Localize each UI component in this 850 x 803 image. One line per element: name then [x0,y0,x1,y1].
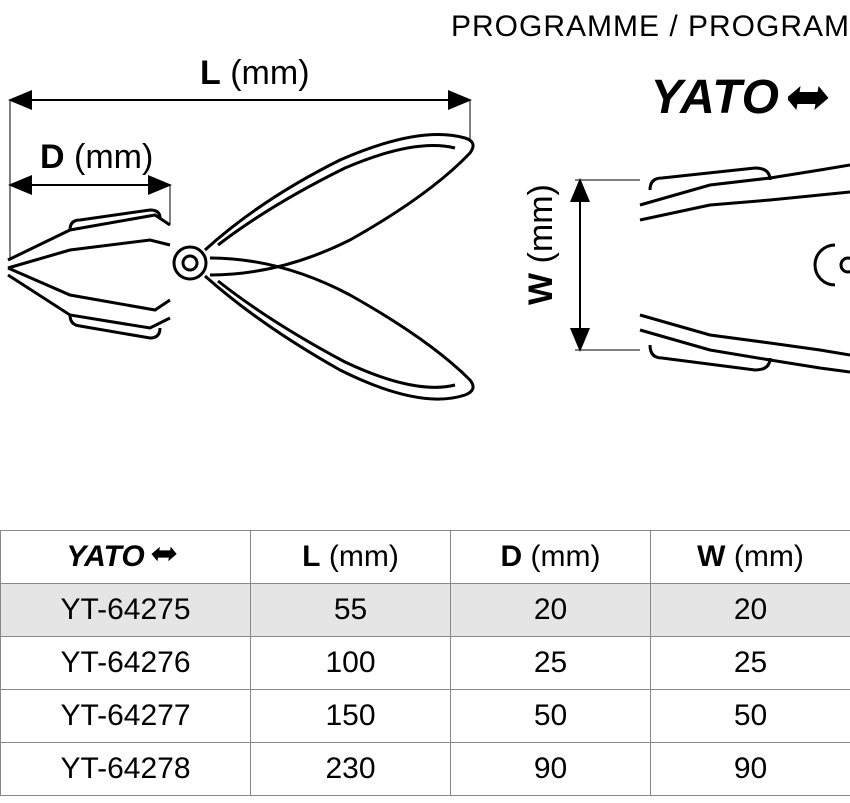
dim-label-D: D (mm) [40,138,153,177]
cell-W: 50 [651,690,850,743]
header-D: D (mm) [451,531,651,584]
cell-L: 55 [251,584,451,637]
cell-L: 100 [251,637,451,690]
cell-D: 50 [451,690,651,743]
cell-W: 25 [651,637,850,690]
spec-table: YATO L (mm) D (mm) W (mm) YT-64275 55 [0,530,850,796]
brand-name-cell: YATO [66,540,144,574]
cell-D: 90 [451,743,651,796]
header-W: W (mm) [651,531,850,584]
table-row: YT-64277 150 50 50 [1,690,850,743]
header-brand: YATO [1,531,251,584]
cell-model: YT-64277 [1,690,251,743]
cell-D: 20 [451,584,651,637]
cell-model: YT-64276 [1,637,251,690]
table-row: YT-64276 100 25 25 [1,637,850,690]
table-row: YT-64278 230 90 90 [1,743,850,796]
header-L: L (mm) [251,531,451,584]
table-header-row: YATO L (mm) D (mm) W (mm) [1,531,850,584]
cell-model: YT-64278 [1,743,251,796]
table-row: YT-64275 55 20 20 [1,584,850,637]
header-title: PROGRAMME / PROGRAM [451,10,850,44]
cell-L: 230 [251,743,451,796]
diagram-svg [0,50,850,500]
technical-diagram: L (mm) [0,50,850,500]
cell-model: YT-64275 [1,584,251,637]
spec-table-container: YATO L (mm) D (mm) W (mm) YT-64275 55 [0,530,850,796]
dim-label-W: W (mm) [522,184,561,305]
cell-W: 20 [651,584,850,637]
cell-W: 90 [651,743,850,796]
brand-logo-icon-small [151,540,185,574]
cell-L: 150 [251,690,451,743]
cell-D: 25 [451,637,651,690]
